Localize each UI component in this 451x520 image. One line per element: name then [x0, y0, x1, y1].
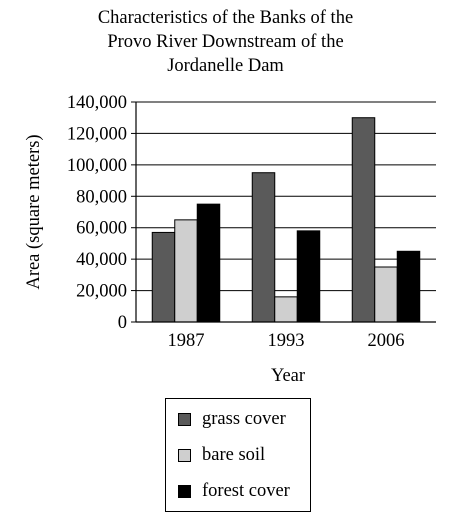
- bars: [151, 117, 421, 323]
- bar-bare-soil-1987: [174, 219, 198, 323]
- legend-label-forest-cover: forest cover: [202, 480, 290, 501]
- y-tick-label-6: 120,000: [67, 124, 127, 144]
- chart-title-line-1: Characteristics of the Banks of the: [97, 8, 354, 28]
- y-tick-label-3: 60,000: [76, 219, 127, 239]
- y-tick-label-5: 100,000: [67, 156, 127, 176]
- chart-legend: grass cover bare soil forest cover: [165, 398, 311, 512]
- tick-labels: 0 20,000 40,000 60,000 80,000 100,000 120,000 1…: [67, 93, 405, 351]
- legend-label-grass-cover: grass cover: [202, 408, 286, 429]
- bar-forest-cover-2006: [396, 250, 421, 323]
- legend-swatch-grass-cover: [178, 412, 191, 426]
- x-tick-label-1987: 1987: [168, 331, 205, 351]
- bar-bare-soil-2006: [374, 266, 398, 323]
- bar-grass-cover-1987: [151, 231, 176, 323]
- y-tick-label-1: 20,000: [76, 282, 127, 302]
- legend-item-bare-soil: bare soil: [178, 444, 265, 466]
- bar-forest-cover-1987: [196, 203, 221, 323]
- y-tick-label-0: 0: [118, 313, 127, 333]
- y-axis-label: Area (square meters): [24, 134, 44, 289]
- x-axis-label: Year: [271, 366, 305, 386]
- bar-bare-soil-1993: [274, 296, 298, 323]
- y-tick-label-2: 40,000: [76, 250, 127, 270]
- legend-swatch-forest-cover: [178, 484, 191, 498]
- legend-item-grass-cover: grass cover: [178, 408, 286, 430]
- axes: [131, 101, 436, 323]
- x-tick-label-1993: 1993: [268, 331, 305, 351]
- chart-title-line-3: Jordanelle Dam: [167, 56, 284, 76]
- bar-forest-cover-1993: [296, 230, 321, 323]
- legend-item-forest-cover: forest cover: [178, 480, 290, 502]
- bar-grass-cover-1993: [251, 172, 276, 323]
- x-tick-label-2006: 2006: [368, 331, 405, 351]
- chart-title-line-2: Provo River Downstream of the: [107, 32, 344, 52]
- bar-chart: 0 20,000 40,000 60,000 80,000 100,000 120,000 1…: [24, 93, 436, 386]
- y-tick-label-7: 140,000: [67, 93, 127, 113]
- legend-label-bare-soil: bare soil: [202, 444, 266, 465]
- legend-swatch-bare-soil: [178, 448, 191, 462]
- y-tick-label-4: 80,000: [76, 187, 127, 207]
- bar-grass-cover-2006: [351, 117, 376, 323]
